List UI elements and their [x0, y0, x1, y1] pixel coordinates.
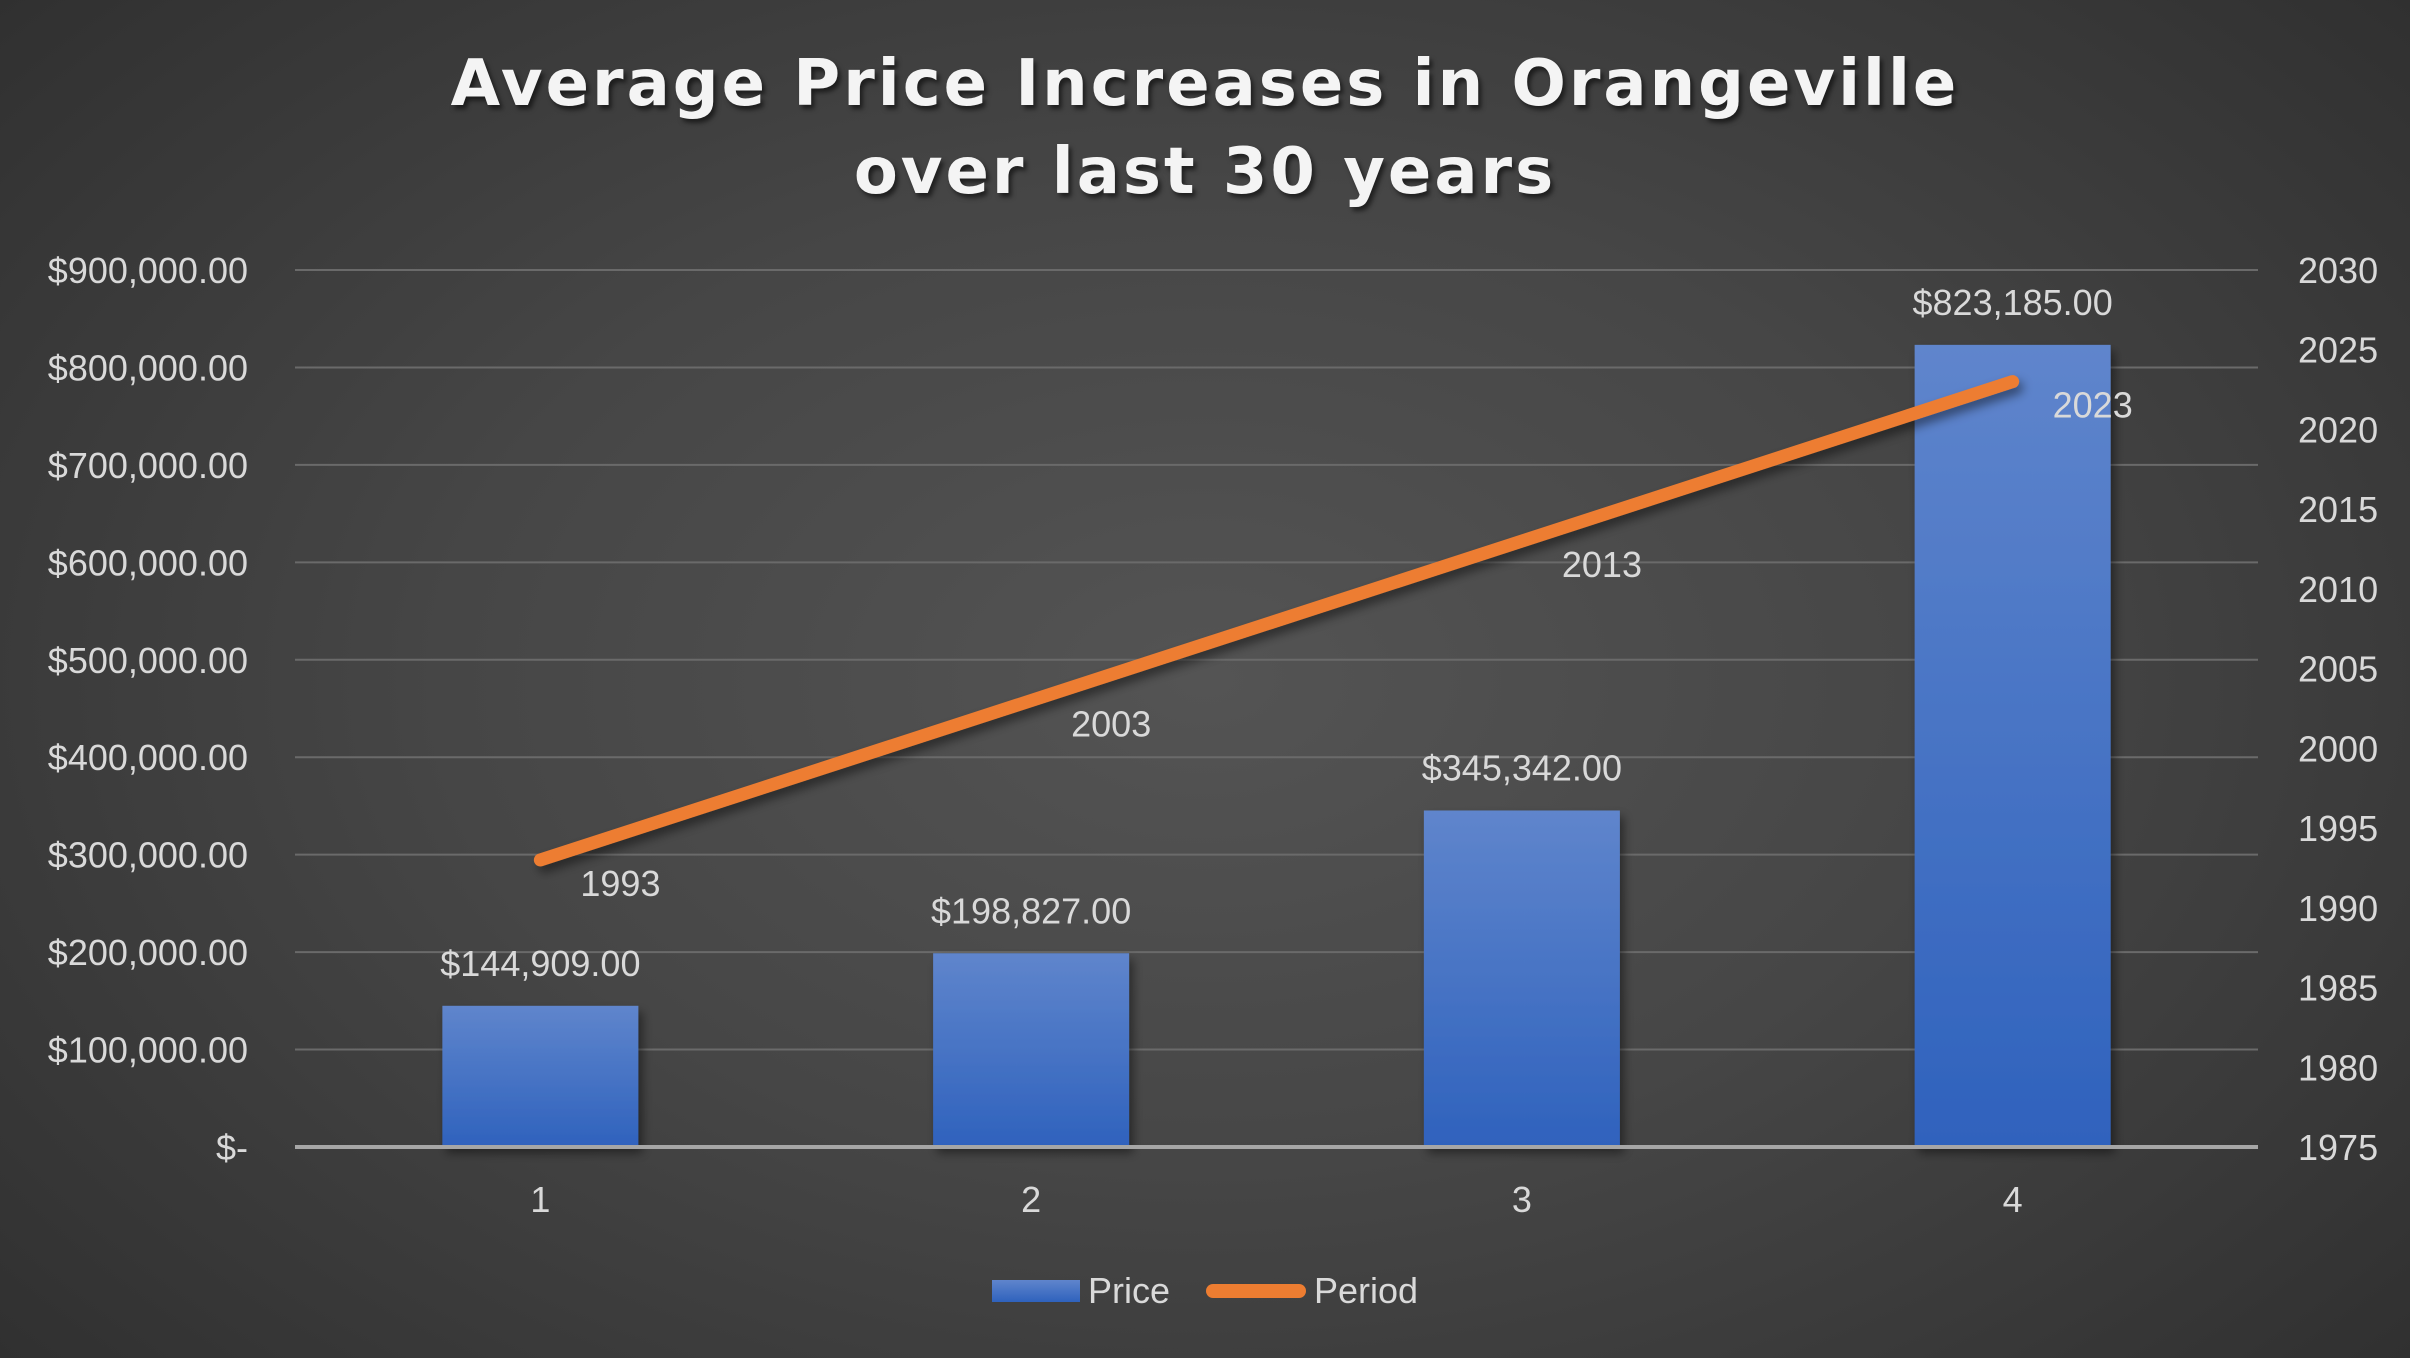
bar-price — [933, 953, 1130, 1147]
x-tick-label: 1 — [530, 1179, 550, 1220]
chart-title-line-2: over last 30 years — [853, 135, 1557, 209]
chart-title: Average Price Increases in Orangeville o… — [0, 40, 2410, 216]
legend-item-period[interactable]: Period — [1205, 1270, 1419, 1312]
y-tick-label-left: $500,000.00 — [48, 640, 248, 681]
bar-price — [1423, 810, 1620, 1147]
y-tick-label-right: 1990 — [2298, 888, 2378, 929]
data-label-price: $198,827.00 — [931, 890, 1131, 931]
data-label-price: $823,185.00 — [1913, 282, 2113, 323]
y-tick-label-left: $700,000.00 — [48, 445, 248, 486]
bar-price — [1914, 344, 2111, 1148]
y-tick-label-right: 1980 — [2298, 1047, 2378, 1088]
legend: Price Period — [0, 1270, 2410, 1312]
x-tick-label: 3 — [1512, 1179, 1532, 1220]
data-label-price: $144,909.00 — [440, 943, 640, 984]
y-tick-label-right: 1985 — [2298, 968, 2378, 1009]
y-tick-label-left: $200,000.00 — [48, 932, 248, 973]
bar-price — [442, 1005, 639, 1147]
data-label-period: 2003 — [1071, 704, 1151, 745]
axes: $- $100,000.00 $200,000.00 $300,000.00 $400,… — [48, 250, 2378, 1220]
line-period — [533, 375, 2020, 867]
data-label-period: 2013 — [1562, 544, 1642, 585]
y-tick-label-right: 2025 — [2298, 330, 2378, 371]
legend-swatch-period — [1205, 1284, 1306, 1298]
x-tick-label: 2 — [1021, 1179, 1041, 1220]
bars-price — [442, 344, 2111, 1148]
chart-title-line-1: Average Price Increases in Orangeville — [450, 47, 1960, 121]
legend-label-price: Price — [1087, 1270, 1170, 1311]
y-tick-label-left: $600,000.00 — [48, 542, 248, 583]
y-tick-label-left: $400,000.00 — [48, 737, 248, 778]
line-period-path — [533, 375, 2020, 867]
y-tick-label-left: $900,000.00 — [48, 250, 248, 291]
legend-swatch-price — [991, 1280, 1080, 1302]
y-tick-label-left: $100,000.00 — [48, 1030, 248, 1071]
data-labels: $144,909.00 $198,827.00 $345,342.00 $823,18… — [440, 282, 2132, 984]
x-tick-label: 4 — [2003, 1179, 2023, 1220]
y-tick-label-right: 2010 — [2298, 569, 2378, 610]
y-tick-label-right: 1995 — [2298, 808, 2378, 849]
y-tick-label-left: $800,000.00 — [48, 347, 248, 388]
data-label-period: 2023 — [2053, 385, 2133, 426]
y-tick-label-right: 2020 — [2298, 409, 2378, 450]
y-tick-label-left: $- — [216, 1127, 248, 1168]
y-tick-label-right: 1975 — [2298, 1127, 2378, 1168]
y-tick-label-left: $300,000.00 — [48, 835, 248, 876]
y-tick-label-right: 2000 — [2298, 728, 2378, 769]
legend-label-period: Period — [1313, 1270, 1419, 1311]
data-label-price: $345,342.00 — [1422, 747, 1622, 788]
y-tick-label-right: 2015 — [2298, 489, 2378, 530]
y-tick-label-right: 2030 — [2298, 250, 2378, 291]
y-tick-label-right: 2005 — [2298, 649, 2378, 690]
legend-item-price[interactable]: Price — [991, 1270, 1170, 1312]
data-label-period: 1993 — [580, 863, 660, 904]
